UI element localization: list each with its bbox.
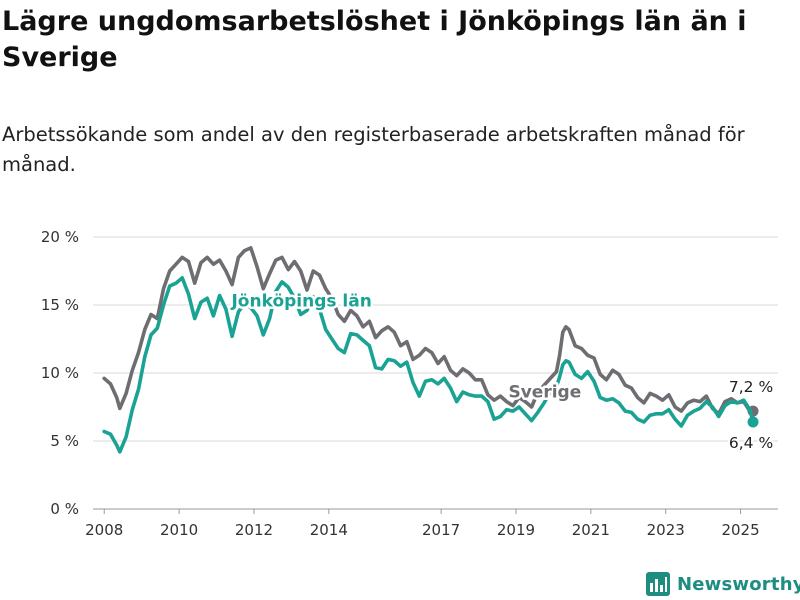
x-tick-label: 2019 [497,521,535,539]
y-axis-ticks: 0 % 5 % 10 % 15 % 20 % [41,228,79,518]
series-labels: Jönköpings län Sverige 7,2 % 6,4 % [228,289,775,454]
x-tick-label: 2014 [310,521,348,539]
newsworthy-logo-icon [646,572,670,596]
y-tick-label: 5 % [50,432,79,450]
series-label-jonkoping: Jönköpings län [230,291,371,311]
x-tick-label: 2010 [160,521,198,539]
x-tick-label: 2008 [85,521,123,539]
y-tick-label: 0 % [50,500,79,518]
y-tick-label: 10 % [41,364,79,382]
brand-name: Newsworthy [677,573,800,595]
series-label-sverige: Sverige [508,382,581,402]
x-tick-label: 2021 [572,521,610,539]
series-line-sverige [102,246,755,416]
x-tick-label: 2017 [422,521,460,539]
end-label-sverige: 7,2 % [729,378,773,396]
series-lines [102,246,759,454]
newsworthy-logo: Newsworthy [645,570,800,598]
x-axis-ticks: 2008 2010 2012 2014 2017 2019 2021 2023 2025 [85,509,760,539]
x-tick-label: 2025 [721,521,759,539]
chart-subtitle: Arbetssökande som andel av den registerb… [2,123,745,176]
end-point-jonkoping [747,416,759,428]
end-label-jonkoping: 6,4 % [729,434,773,452]
gridlines [93,236,778,510]
y-tick-label: 20 % [41,228,79,246]
series-line-jonkoping [102,276,755,454]
chart-title: Lägre ungdomsarbetslöshet i Jönköpings l… [2,6,747,73]
x-tick-label: 2023 [647,521,685,539]
x-tick-label: 2012 [235,521,273,539]
y-tick-label: 15 % [41,296,79,314]
